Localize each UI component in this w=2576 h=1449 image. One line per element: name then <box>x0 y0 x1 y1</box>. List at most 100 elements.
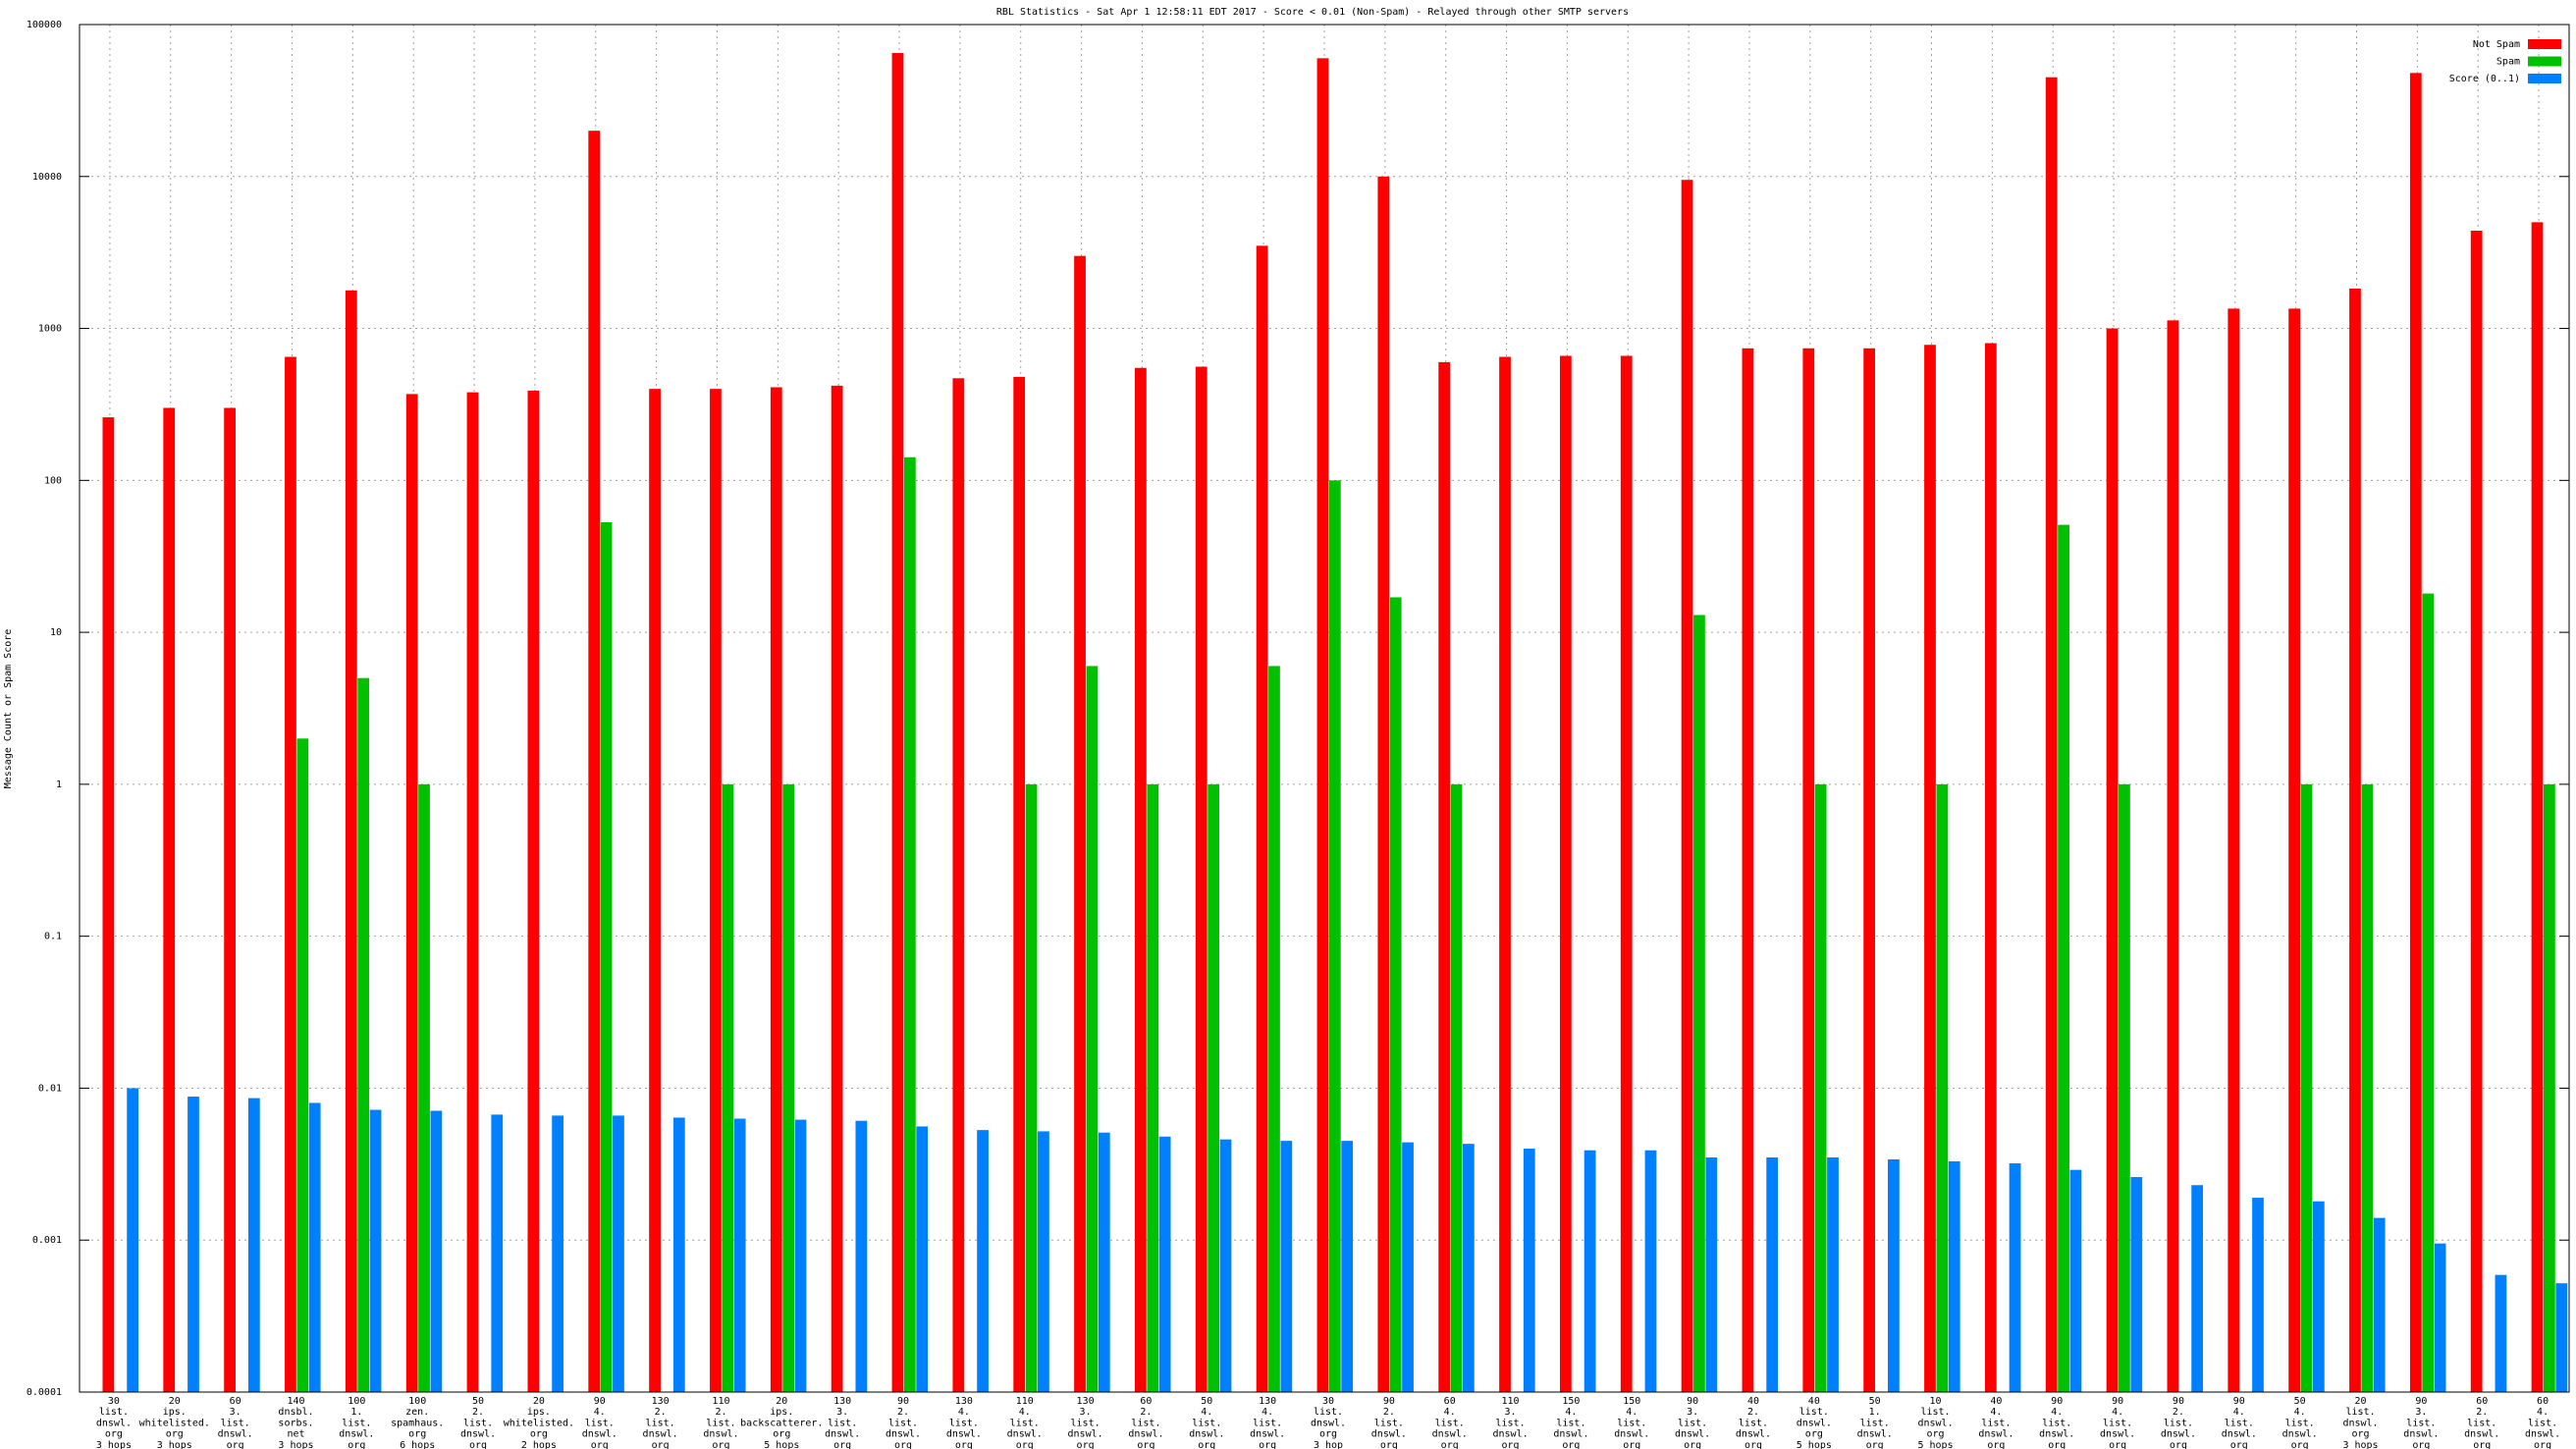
x-tick-label: dnswl. <box>1675 1429 1710 1440</box>
x-tick-label: list. <box>1131 1418 1160 1428</box>
x-tick-label: 90 <box>2233 1396 2245 1407</box>
bar <box>1195 366 1208 1392</box>
x-tick-label: 30 <box>108 1396 120 1407</box>
bar <box>552 1115 564 1392</box>
x-tick-label: 2. <box>2476 1407 2488 1418</box>
x-tick-label: org <box>469 1440 487 1449</box>
bar <box>466 392 479 1392</box>
x-tick-label: dnswl. <box>2525 1429 2560 1440</box>
bar <box>1984 343 1997 1393</box>
x-tick-label: 3 hop <box>1314 1440 1343 1449</box>
x-tick-label: 3. <box>836 1407 848 1418</box>
x-tick-label: 50 <box>1869 1396 1881 1407</box>
bar <box>1098 1132 1110 1392</box>
bar <box>405 394 418 1393</box>
x-tick-label: net <box>287 1429 304 1440</box>
x-tick-label: 50 <box>2294 1396 2306 1407</box>
x-tick-label: 4. <box>1261 1407 1273 1418</box>
x-tick-label: org <box>955 1440 973 1449</box>
x-tick-label: 3 hops <box>96 1440 132 1449</box>
bar <box>1438 361 1451 1392</box>
bar <box>1025 783 1038 1392</box>
bar <box>770 387 782 1392</box>
bar <box>1802 348 1815 1392</box>
bar <box>1219 1139 1232 1392</box>
bar <box>1620 355 1633 1393</box>
x-tick-label: whitelisted. <box>139 1418 210 1428</box>
x-tick-label: list. <box>1374 1418 1404 1428</box>
x-tick-label: list. <box>1799 1407 1829 1418</box>
bar <box>1742 348 1754 1392</box>
x-tick-label: org <box>1805 1429 1823 1440</box>
x-tick-label: list. <box>1314 1407 1343 1418</box>
x-tick-label: list. <box>2225 1418 2254 1428</box>
x-tick-label: 90 <box>2051 1396 2063 1407</box>
x-tick-label: list. <box>706 1418 735 1428</box>
bar <box>1389 597 1402 1392</box>
x-tick-label: 90 <box>897 1396 909 1407</box>
x-tick-label: 4. <box>2294 1407 2306 1418</box>
bar <box>1086 666 1099 1392</box>
x-tick-label: 3 hops <box>278 1440 313 1449</box>
x-tick-label: dnswl. <box>1614 1429 1649 1440</box>
x-tick-label: list. <box>1071 1418 1100 1428</box>
bar <box>1280 1141 1293 1392</box>
x-tick-label: 110 <box>712 1396 729 1407</box>
x-tick-label: list. <box>221 1418 250 1428</box>
x-tick-label: 3 hops <box>2342 1440 2378 1449</box>
x-tick-label: 60 <box>230 1396 242 1407</box>
x-tick-label: 5 hops <box>1917 1440 1953 1449</box>
x-tick-label: org <box>2534 1440 2551 1449</box>
x-tick-label: 1. <box>1869 1407 1881 1418</box>
x-tick-label: org <box>1987 1440 2005 1449</box>
bar <box>1888 1158 1900 1392</box>
x-tick-label: 5 hops <box>1797 1440 1832 1449</box>
x-tick-label: dnswl. <box>2342 1418 2378 1428</box>
x-tick-label: dnswl. <box>2403 1429 2439 1440</box>
bar <box>588 131 601 1392</box>
x-tick-label: 4. <box>1019 1407 1031 1418</box>
bar <box>2227 308 2240 1392</box>
x-tick-label: 4. <box>1626 1407 1637 1418</box>
x-tick-label: org <box>2230 1440 2248 1449</box>
x-tick-label: 5 hops <box>764 1440 799 1449</box>
x-tick-label: list. <box>828 1418 857 1428</box>
x-tick-label: 1. <box>350 1407 362 1418</box>
bar <box>357 677 370 1392</box>
x-tick-label: 130 <box>1259 1396 1276 1407</box>
bar <box>2252 1198 2264 1392</box>
x-tick-label: 3. <box>230 1407 242 1418</box>
x-tick-label: org <box>408 1429 426 1440</box>
bar <box>649 389 661 1392</box>
x-tick-label: 20 <box>169 1396 181 1407</box>
bar <box>2119 783 2130 1392</box>
x-tick-label: dnswl. <box>1007 1429 1043 1440</box>
x-tick-label: dnswl. <box>703 1429 738 1440</box>
x-tick-label: 2. <box>1747 1407 1759 1418</box>
x-tick-label: org <box>833 1440 851 1449</box>
x-tick-label: list. <box>1981 1418 2011 1428</box>
y-tick-label: 0.001 <box>32 1235 62 1246</box>
x-tick-label: 3. <box>1687 1407 1698 1418</box>
bar <box>247 1098 260 1392</box>
x-tick-label: org <box>2412 1440 2430 1449</box>
y-tick-label: 100 <box>44 475 62 486</box>
x-tick-label: 2. <box>897 1407 909 1418</box>
bar <box>613 1115 624 1392</box>
bar <box>1523 1149 1535 1392</box>
y-tick-label: 100000 <box>27 20 62 30</box>
x-tick-label: 2. <box>1140 1407 1152 1418</box>
bar <box>2361 783 2374 1392</box>
x-tick-label: dnswl. <box>96 1418 132 1428</box>
x-tick-label: org <box>1441 1440 1459 1449</box>
bar <box>127 1088 138 1392</box>
x-tick-label: org <box>2109 1440 2126 1449</box>
legend-swatch <box>2528 56 2561 67</box>
bar <box>1158 1136 1171 1392</box>
x-tick-label: 110 <box>1016 1396 1034 1407</box>
x-tick-label: org <box>166 1429 184 1440</box>
x-tick-label: list. <box>1678 1418 1707 1428</box>
x-tick-label: list. <box>1192 1418 1221 1428</box>
x-tick-label: 60 <box>2537 1396 2549 1407</box>
